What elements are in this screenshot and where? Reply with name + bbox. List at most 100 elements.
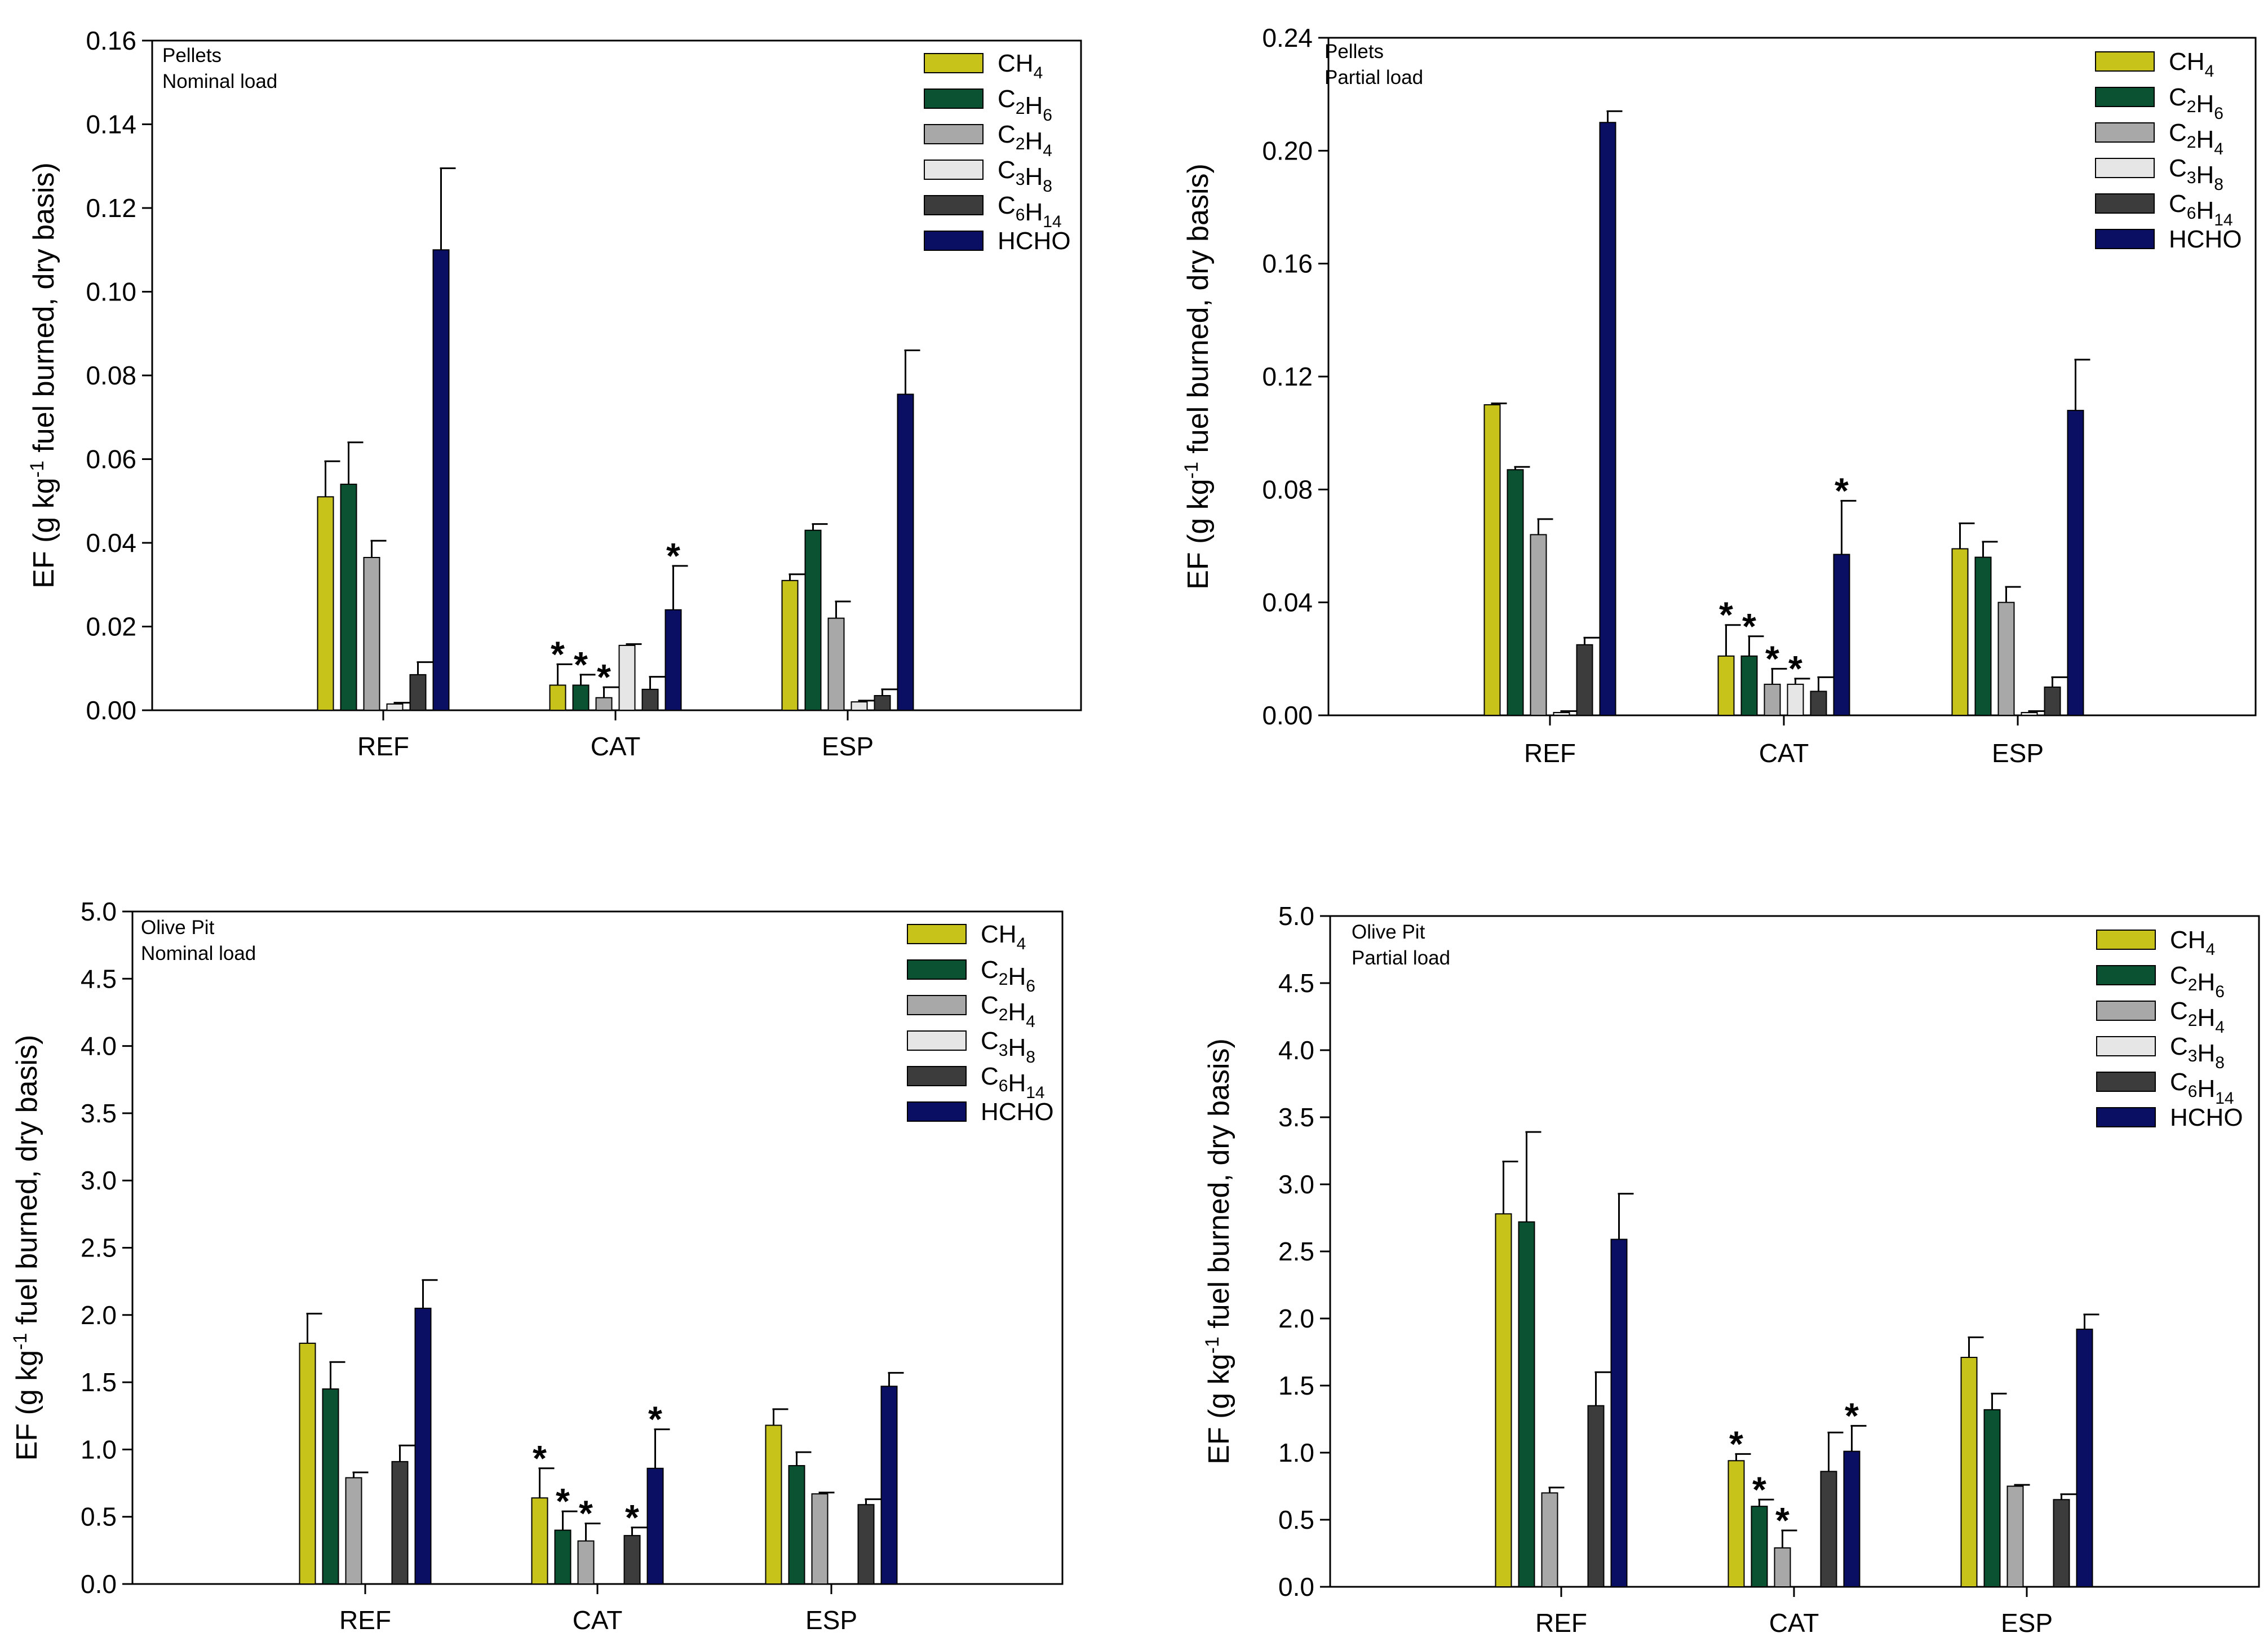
bar-C2H6-CAT xyxy=(1740,655,1758,716)
chart-panel-2: 0.00 0.04 0.08 0.12 0.16 0.20 0.24 REF CAT ESP EF … xyxy=(1181,23,2257,768)
y-tick-label: 2.5 xyxy=(81,1233,117,1263)
panel-annotation: Pellets xyxy=(1325,41,1384,63)
legend-label-C6H14: C6H14 xyxy=(981,1063,1045,1102)
bar-C6H14-ESP xyxy=(857,1504,875,1585)
y-tick-label: 5.0 xyxy=(1278,901,1314,931)
y-tick-label: 4.0 xyxy=(81,1032,117,1061)
bar-C2H4-REF xyxy=(345,1477,362,1585)
significance-star: * xyxy=(597,657,611,697)
x-category-label: CAT xyxy=(573,1605,623,1635)
x-category-label: ESP xyxy=(822,732,874,761)
legend-swatch-C2H6 xyxy=(2096,965,2156,985)
legend-label-C6H14: C6H14 xyxy=(998,192,1062,231)
legend-label-C2H6: C2H6 xyxy=(998,85,1052,125)
significance-star: * xyxy=(666,536,680,576)
y-tick-label: 0.16 xyxy=(86,26,136,55)
legend-label-C3H8: C3H8 xyxy=(998,156,1052,196)
legend-label-C3H8: C3H8 xyxy=(981,1027,1035,1067)
bar-C2H6-CAT xyxy=(554,1529,572,1585)
legend-swatch-C2H6 xyxy=(924,89,984,109)
legend-swatch-C6H14 xyxy=(924,195,984,215)
y-tick-label: 0.08 xyxy=(86,361,136,390)
panel-annotation: Pellets xyxy=(162,45,222,67)
y-tick-label: 3.0 xyxy=(1278,1170,1314,1199)
y-tick-label: 1.5 xyxy=(81,1368,117,1397)
legend-label-CH4: CH4 xyxy=(2169,48,2214,81)
legend-swatch-C2H4 xyxy=(2096,1001,2156,1021)
bar-CH4-ESP xyxy=(765,1424,782,1585)
legend-swatch-HCHO xyxy=(2096,1107,2156,1127)
legend-label-C3H8: C3H8 xyxy=(2170,1033,2225,1072)
y-tick-label: 2.0 xyxy=(1278,1304,1314,1333)
bar-CH4-REF xyxy=(1483,404,1501,716)
y-axis-label: EF (g kg-1 fuel burned, dry basis) xyxy=(26,162,60,589)
legend-swatch-C3H8 xyxy=(2096,1036,2156,1056)
legend-label-C6H14: C6H14 xyxy=(2170,1068,2234,1108)
bar-HCHO-CAT xyxy=(1833,554,1850,716)
y-axis-label: EF (g kg-1 fuel burned, dry basis) xyxy=(1181,163,1215,590)
y-tick-label: 4.0 xyxy=(1278,1036,1314,1065)
bar-C6H14-CAT xyxy=(641,688,659,711)
bar-HCHO-CAT xyxy=(1843,1450,1861,1588)
significance-star: * xyxy=(579,1493,593,1534)
bar-C2H4-REF xyxy=(1530,534,1547,716)
bar-CH4-CAT xyxy=(549,684,566,711)
legend-swatch-HCHO xyxy=(924,231,984,251)
bar-C6H14-CAT xyxy=(1810,691,1827,716)
legend-label-CH4: CH4 xyxy=(998,50,1043,82)
bar-C2H4-REF xyxy=(363,556,380,711)
y-tick-label: 0.10 xyxy=(86,277,136,307)
bar-CH4-REF xyxy=(317,496,334,711)
bar-C2H6-REF xyxy=(340,484,357,711)
legend-label-C6H14: C6H14 xyxy=(2169,190,2233,229)
legend-swatch-C6H14 xyxy=(2095,193,2155,214)
y-tick-label: 0.24 xyxy=(1262,23,1313,52)
bar-C3H8-CAT xyxy=(1787,683,1804,716)
bar-C2H4-ESP xyxy=(2006,1485,2024,1587)
bar-CH4-CAT xyxy=(531,1497,548,1585)
bar-HCHO-ESP xyxy=(2076,1329,2093,1588)
panel-annotation: Olive Pit xyxy=(141,917,215,939)
legend-label-HCHO: HCHO xyxy=(2169,225,2242,253)
bar-C2H6-ESP xyxy=(804,529,822,711)
y-tick-label: 3.5 xyxy=(1278,1103,1314,1132)
y-tick-label: 0.08 xyxy=(1262,475,1313,504)
legend-label-HCHO: HCHO xyxy=(981,1098,1054,1126)
bar-C2H6-REF xyxy=(1518,1221,1535,1587)
bar-CH4-CAT xyxy=(1727,1460,1745,1588)
y-tick-label: 0.12 xyxy=(1262,362,1313,391)
y-tick-label: 0.00 xyxy=(1262,701,1313,730)
x-category-label: CAT xyxy=(1769,1608,1819,1638)
legend-swatch-CH4 xyxy=(2096,930,2156,950)
legend-swatch-C3H8 xyxy=(924,160,984,180)
y-tick-label: 0.14 xyxy=(86,110,136,139)
panel-annotation: Olive Pit xyxy=(1352,921,1425,943)
y-tick-label: 0.0 xyxy=(1278,1572,1314,1601)
bar-CH4-ESP xyxy=(1960,1357,1978,1588)
y-tick-label: 2.5 xyxy=(1278,1237,1314,1266)
y-axis-label: EF (g kg-1 fuel burned, dry basis) xyxy=(1202,1038,1235,1464)
bar-C2H6-ESP xyxy=(1983,1409,2001,1588)
bar-C2H6-CAT xyxy=(1751,1506,1768,1587)
bar-HCHO-REF xyxy=(1599,122,1616,716)
y-tick-label: 3.5 xyxy=(81,1099,117,1128)
chart-panel-3: 0.0 0.5 1.0 1.5 2.0 2.5 3.0 3.5 4.0 4.5 5.0 REF CAT E… xyxy=(10,897,1064,1635)
bar-CH4-ESP xyxy=(1951,548,1969,716)
bar-C2H4-ESP xyxy=(1997,601,2015,716)
legend-swatch-C2H4 xyxy=(907,995,967,1015)
panel-annotation: Partial load xyxy=(1352,947,1450,969)
legend-swatch-CH4 xyxy=(2095,51,2155,72)
bar-HCHO-CAT xyxy=(665,609,682,711)
bar-HCHO-ESP xyxy=(897,393,914,711)
y-tick-label: 0.02 xyxy=(86,612,136,641)
x-category-label: ESP xyxy=(805,1605,857,1635)
bar-C6H14-REF xyxy=(391,1461,409,1585)
y-tick-label: 0.5 xyxy=(81,1502,117,1532)
bar-HCHO-CAT xyxy=(646,1467,664,1585)
y-tick-label: 0.00 xyxy=(86,696,136,725)
bar-C3H8-ESP xyxy=(2021,711,2038,716)
bar-C3H8-ESP xyxy=(850,701,868,711)
